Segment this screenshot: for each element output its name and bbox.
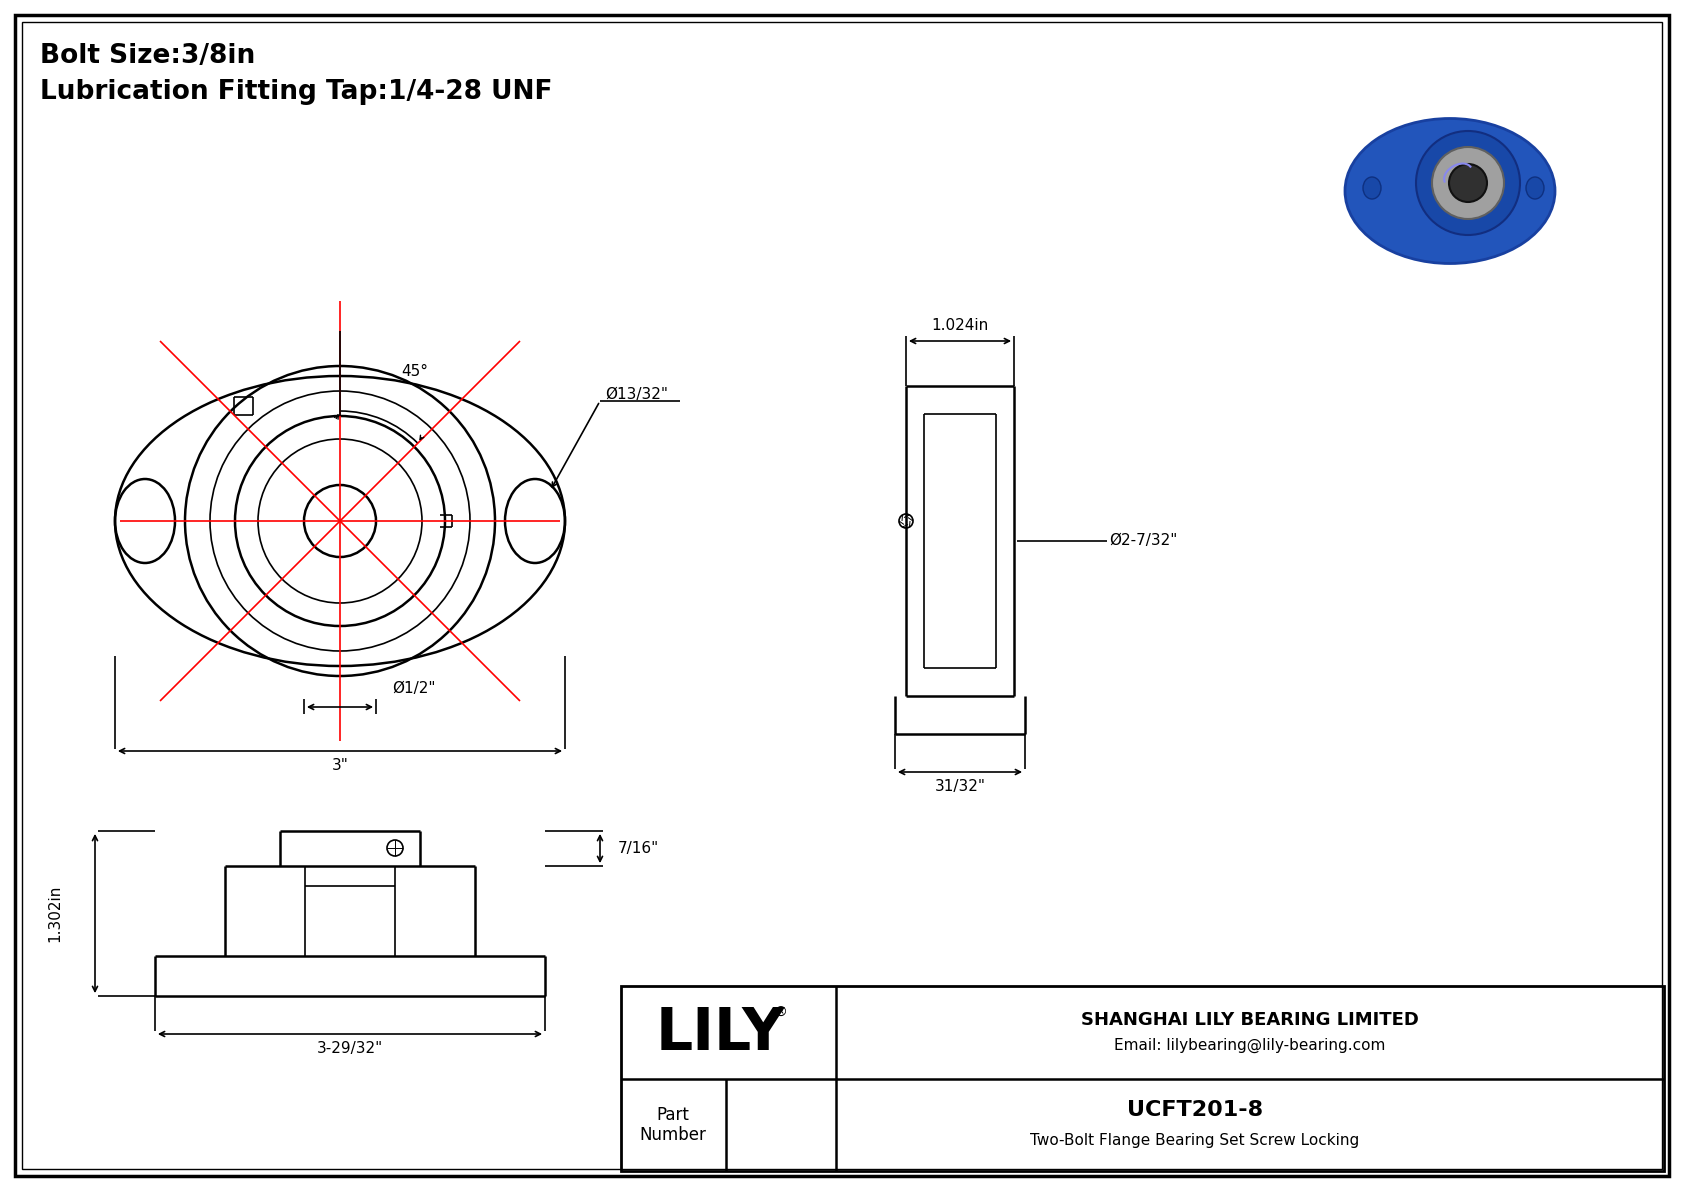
Text: 3-29/32": 3-29/32" [317,1041,384,1055]
Text: Email: lilybearing@lily-bearing.com: Email: lilybearing@lily-bearing.com [1115,1037,1386,1053]
Circle shape [1448,164,1487,202]
Text: 7/16": 7/16" [618,841,658,856]
Text: Part
Number: Part Number [640,1105,706,1145]
Text: 1.302in: 1.302in [47,885,62,942]
Text: Ø2-7/32": Ø2-7/32" [1110,534,1177,549]
Ellipse shape [1346,118,1554,263]
Text: 45°: 45° [401,363,428,379]
Bar [621,986,1664,1171]
Text: 1.024in: 1.024in [931,318,989,332]
Text: Lubrication Fitting Tap:1/4-28 UNF: Lubrication Fitting Tap:1/4-28 UNF [40,79,552,105]
Text: Bolt Size:3/8in: Bolt Size:3/8in [40,43,256,69]
Ellipse shape [1362,177,1381,199]
Text: Ø1/2": Ø1/2" [392,681,436,697]
Text: 31/32": 31/32" [935,779,985,793]
Text: SHANGHAI LILY BEARING LIMITED: SHANGHAI LILY BEARING LIMITED [1081,1011,1420,1029]
Circle shape [1431,146,1504,219]
Text: Two-Bolt Flange Bearing Set Screw Locking: Two-Bolt Flange Bearing Set Screw Lockin… [1031,1133,1359,1147]
Text: LILY: LILY [655,1004,785,1061]
Text: Ø13/32": Ø13/32" [605,387,669,401]
Ellipse shape [1526,177,1544,199]
Text: UCFT201-8: UCFT201-8 [1127,1100,1263,1120]
Circle shape [1416,131,1521,235]
Text: ®: ® [773,1006,786,1019]
Text: 3": 3" [332,757,349,773]
